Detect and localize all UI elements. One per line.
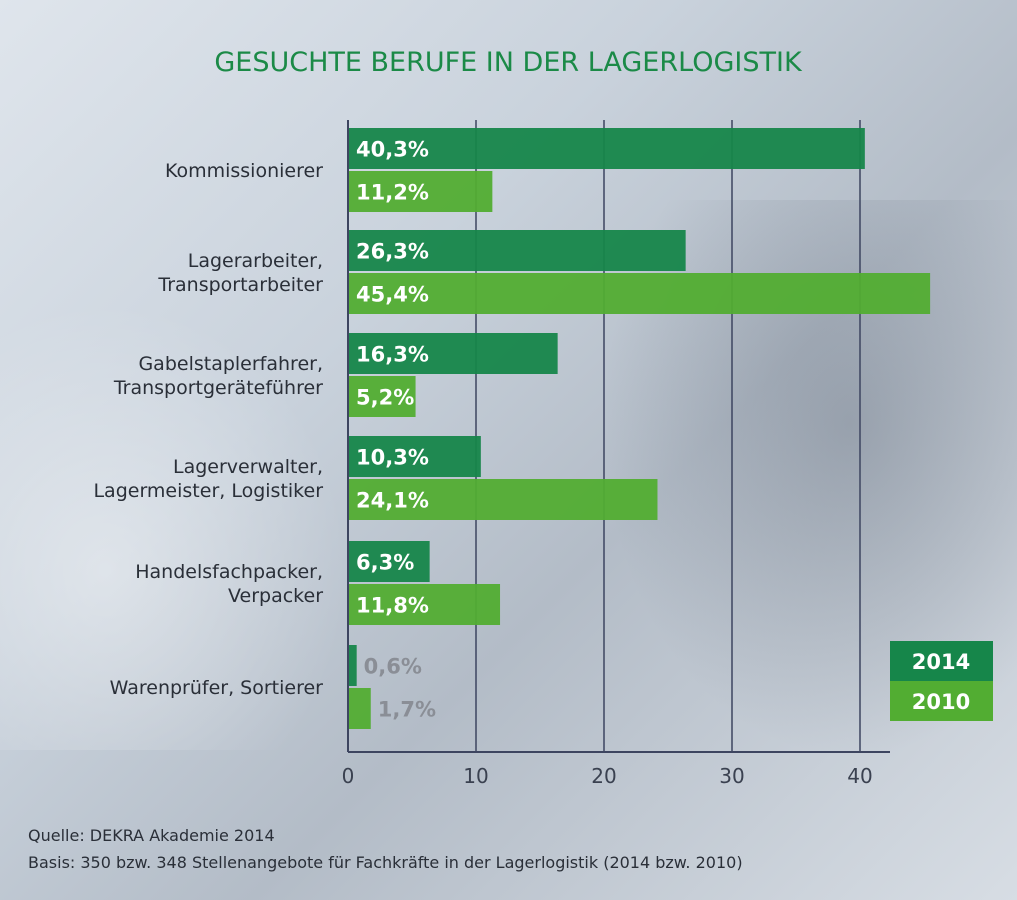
x-tick-label: 0 [342,764,355,788]
bar-2010 [349,688,371,729]
data-label: 24,1% [356,489,429,513]
legend-label: 2014 [912,650,970,674]
category-label: Kommissionierer [165,160,323,182]
category-label: Handelsfachpacker, [135,561,323,583]
category-label: Gabelstaplerfahrer, [138,353,323,375]
category-label: Warenprüfer, Sortierer [110,677,324,699]
category-label: Lagerverwalter, [173,456,323,478]
legend-label: 2010 [912,690,970,714]
background-photo-highlight [0,300,350,750]
data-label: 40,3% [356,138,429,162]
bar-2014 [349,645,357,686]
data-label: 6,3% [356,551,414,575]
bar-2010 [349,376,416,417]
bar-2010 [349,273,931,314]
x-tick-label: 30 [719,764,744,788]
bar-2014 [349,128,865,169]
data-label: 5,2% [356,386,414,410]
data-label: 10,3% [356,446,429,470]
bar-2014 [349,333,558,374]
footnote-basis: Basis: 350 bzw. 348 Stellenangebote für … [28,853,743,872]
data-label: 11,8% [356,594,429,618]
data-label: 0,6% [364,655,422,679]
category-label: Verpacker [228,585,323,607]
x-tick-label: 20 [591,764,616,788]
bar-2014 [349,436,481,477]
data-label: 11,2% [356,181,429,205]
footnote-source: Quelle: DEKRA Akademie 2014 [28,826,275,845]
legend-swatch-2010 [890,681,993,721]
legend-swatch-2014 [890,641,993,681]
chart-title: GESUCHTE BERUFE IN DER LAGERLOGISTIK [214,47,803,78]
bar-2010 [349,171,493,212]
bar-2010 [349,584,501,625]
x-tick-label: 10 [463,764,488,788]
bar-2014 [349,541,430,582]
data-label: 16,3% [356,343,429,367]
bar-2010 [349,479,658,520]
category-label: Transportarbeiter [157,274,323,296]
data-label: 1,7% [378,698,436,722]
x-tick-label: 40 [847,764,872,788]
category-label: Lagerarbeiter, [188,250,323,272]
data-label: 45,4% [356,283,429,307]
data-label: 26,3% [356,240,429,264]
category-label: Lagermeister, Logistiker [93,480,323,502]
bar-2014 [349,230,686,271]
category-label: Transportgeräteführer [113,377,323,399]
